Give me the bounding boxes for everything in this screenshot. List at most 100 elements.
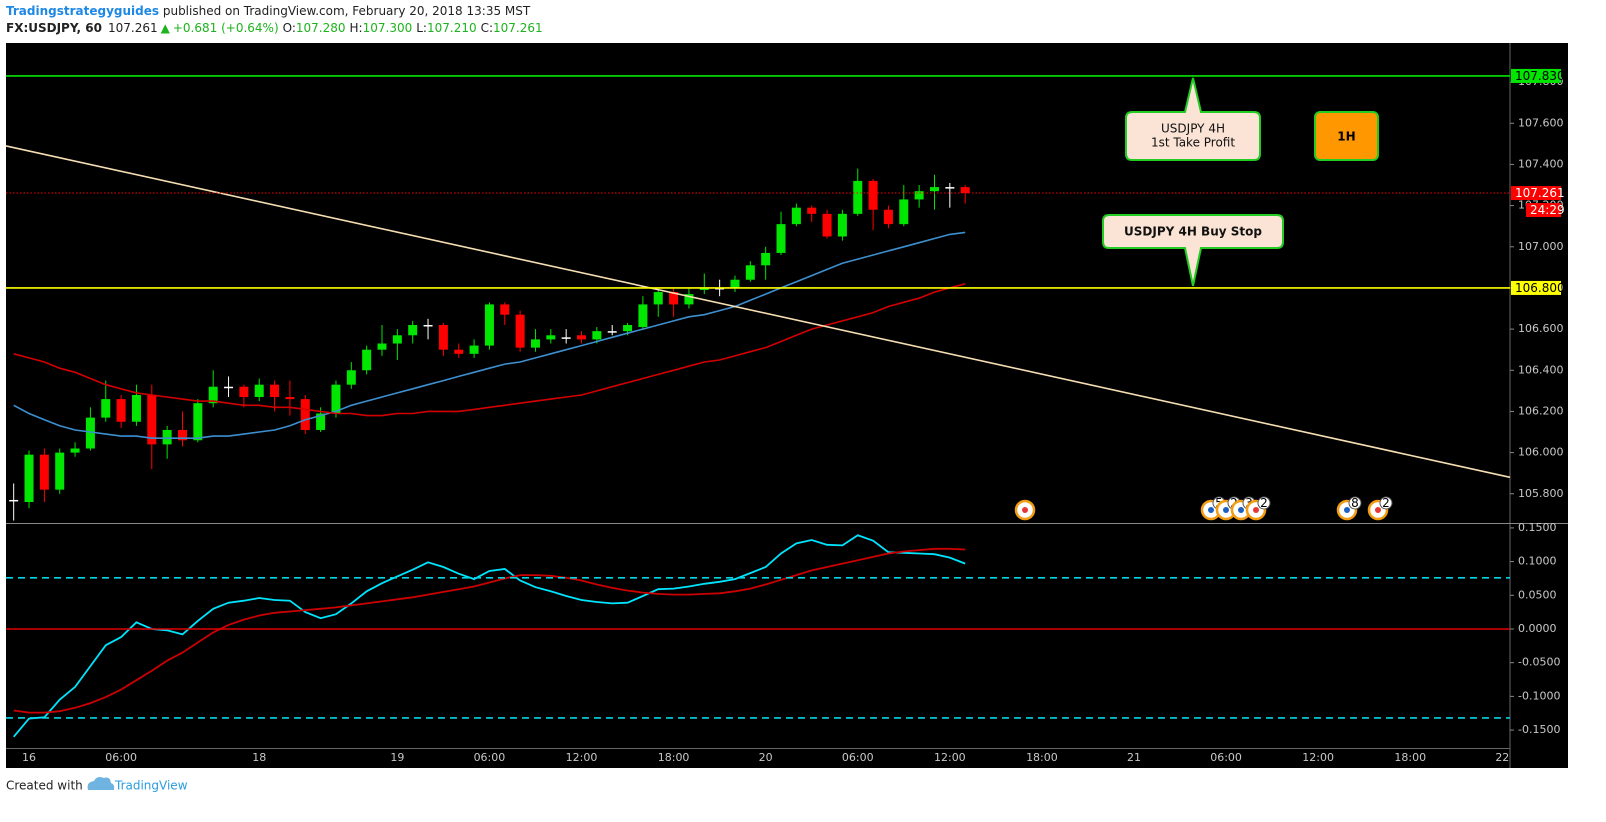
candle-body bbox=[899, 199, 909, 225]
annotation-text: USDJPY 4H Buy Stop bbox=[1124, 225, 1262, 239]
x-tick-label: 06:00 bbox=[1210, 751, 1242, 764]
y-tick-label: -0.1000 bbox=[1518, 689, 1560, 702]
y-tick-label: 106.600 bbox=[1518, 322, 1564, 335]
x-tick-label: 18:00 bbox=[1394, 751, 1426, 764]
x-tick-label: 12:00 bbox=[1302, 751, 1334, 764]
x-tick-label: 06:00 bbox=[842, 751, 874, 764]
event-count-bg bbox=[1257, 496, 1271, 510]
candle-body bbox=[316, 413, 326, 430]
y-tick-label: 107.600 bbox=[1518, 116, 1564, 129]
candle-body bbox=[362, 349, 372, 371]
y-tick-label: 106.400 bbox=[1518, 363, 1564, 376]
candle-body bbox=[669, 292, 679, 305]
change: +0.681 (+0.64%) bbox=[173, 21, 279, 35]
tradingview-logo[interactable]: TradingView bbox=[87, 777, 188, 793]
y-tick-label: -0.1500 bbox=[1518, 723, 1560, 736]
y-tick-label: 107.000 bbox=[1518, 240, 1564, 253]
candle-body bbox=[945, 187, 955, 189]
ohlc-value: 107.280 bbox=[296, 21, 346, 35]
candle-body bbox=[377, 343, 387, 350]
event-dot bbox=[1238, 507, 1244, 513]
candle-body bbox=[193, 403, 203, 441]
candle-body bbox=[9, 499, 19, 502]
timeframe-badge-text: 1H bbox=[1337, 130, 1355, 144]
logo-icon[interactable] bbox=[87, 777, 115, 790]
oscillator-line bbox=[13, 547, 966, 714]
footer-created: Created with bbox=[6, 779, 83, 793]
y-tick-label: 0.1000 bbox=[1518, 555, 1557, 568]
trendline bbox=[5, 145, 1511, 479]
event-count: 2 bbox=[1260, 496, 1268, 510]
candle-body bbox=[853, 180, 863, 214]
ohlc-key: C: bbox=[481, 21, 493, 35]
annotation-text: 1st Take Profit bbox=[1151, 136, 1235, 150]
candle-body bbox=[515, 314, 525, 348]
annotation-text: USDJPY 4H bbox=[1161, 122, 1225, 136]
candle-body bbox=[85, 417, 95, 449]
level-label-bg bbox=[1511, 186, 1561, 201]
candle-body bbox=[116, 399, 126, 422]
annotation-callout bbox=[1125, 77, 1261, 161]
y-tick-label: 0.0000 bbox=[1518, 622, 1557, 635]
change-arrow: ▲ bbox=[161, 21, 171, 35]
level-label: 107.830 bbox=[1515, 69, 1565, 83]
candle-body bbox=[883, 209, 893, 225]
ohlc-value: 107.261 bbox=[493, 21, 543, 35]
y-tick-label: 106.000 bbox=[1518, 446, 1564, 459]
x-tick-label: 06:00 bbox=[105, 751, 137, 764]
symbol: FX:USDJPY, 60 bbox=[6, 21, 102, 35]
event-dot bbox=[1375, 507, 1381, 513]
oscillator-line bbox=[13, 534, 966, 738]
candle-body bbox=[837, 213, 847, 237]
candle-body bbox=[392, 335, 402, 344]
candle-body bbox=[653, 292, 663, 305]
x-tick-label: 22 bbox=[1495, 751, 1509, 764]
x-tick-label: 18:00 bbox=[1026, 751, 1058, 764]
x-tick-label: 18:00 bbox=[658, 751, 690, 764]
moving-average bbox=[13, 231, 966, 439]
candle-body bbox=[101, 399, 111, 418]
header-line-2: FX:USDJPY, 60 107.261 ▲ +0.681 (+0.64%) O:10… bbox=[6, 21, 543, 35]
y-tick-label: 0.1500 bbox=[1518, 521, 1557, 534]
x-tick-label: 16 bbox=[22, 751, 36, 764]
candle-body bbox=[408, 324, 418, 336]
timeframe-badge bbox=[1314, 111, 1379, 161]
candle-body bbox=[24, 454, 34, 503]
candle-body bbox=[822, 213, 832, 237]
candle-body bbox=[162, 429, 172, 445]
candle-body bbox=[300, 399, 310, 430]
level-label: 106.800 bbox=[1515, 281, 1565, 295]
candle-body bbox=[530, 339, 540, 348]
candle-body bbox=[807, 207, 817, 214]
x-tick-label: 21 bbox=[1127, 751, 1141, 764]
candle-body bbox=[500, 304, 510, 315]
candle-body bbox=[607, 331, 617, 333]
author[interactable]: Tradingstrategyguides bbox=[6, 4, 159, 18]
candle-body bbox=[469, 345, 479, 354]
x-tick-label: 18 bbox=[252, 751, 266, 764]
y-tick-label: 0.0500 bbox=[1518, 588, 1557, 601]
header-line-1: Tradingstrategyguides published on Tradi… bbox=[6, 4, 531, 18]
published: published on TradingView.com, February 2… bbox=[159, 4, 531, 18]
candle-body bbox=[70, 448, 80, 453]
candle-body bbox=[776, 224, 786, 253]
moving-average bbox=[13, 283, 966, 417]
candle-body bbox=[699, 287, 709, 290]
candle-body bbox=[960, 187, 970, 194]
level-label: 107.261 bbox=[1515, 186, 1565, 200]
candle-body bbox=[331, 384, 341, 414]
candle-body bbox=[438, 324, 448, 350]
candle-body bbox=[638, 304, 648, 328]
footer-brand[interactable]: TradingView bbox=[114, 779, 188, 793]
last-price: 107.261 bbox=[108, 21, 158, 35]
candle-body bbox=[423, 324, 433, 327]
candle-body bbox=[592, 331, 602, 340]
annotation-callout bbox=[1102, 214, 1284, 287]
candle-body bbox=[546, 335, 556, 340]
y-tick-label: 106.200 bbox=[1518, 404, 1564, 417]
candle-body bbox=[730, 279, 740, 288]
y-tick-label: 105.800 bbox=[1518, 487, 1564, 500]
candle-body bbox=[239, 386, 249, 398]
candle-body bbox=[623, 324, 633, 332]
candle-body bbox=[224, 386, 234, 389]
